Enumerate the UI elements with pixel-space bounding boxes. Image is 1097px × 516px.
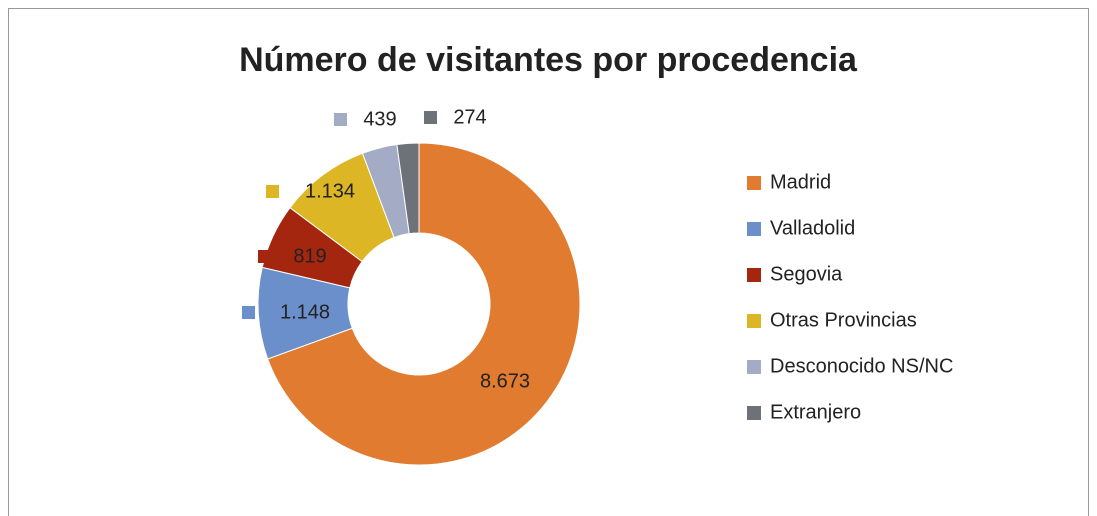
label-key <box>424 111 437 124</box>
donut-segment <box>267 142 581 466</box>
legend-label: Extranjero <box>770 401 861 423</box>
label-key <box>258 250 271 263</box>
label-key <box>334 113 347 126</box>
legend-label: Segovia <box>770 263 843 285</box>
legend-key <box>747 360 761 374</box>
data-label: 819 <box>293 245 326 267</box>
data-label: 1.148 <box>280 301 330 323</box>
legend-key <box>747 314 761 328</box>
data-label: 439 <box>363 108 396 130</box>
data-label: 8.673 <box>480 370 530 392</box>
data-label: 1.134 <box>305 180 355 202</box>
legend-label: Otras Provincias <box>770 309 917 331</box>
label-key <box>266 185 279 198</box>
legend-key <box>747 176 761 190</box>
legend-key <box>747 268 761 282</box>
legend-label: Desconocido NS/NC <box>770 355 953 377</box>
legend-key <box>747 406 761 420</box>
legend-label: Valladolid <box>770 217 855 239</box>
legend-label: Madrid <box>770 171 831 193</box>
donut-segment <box>396 142 420 235</box>
data-label: 274 <box>453 106 486 128</box>
label-key <box>242 306 255 319</box>
legend-key <box>747 222 761 236</box>
chart-title: Número de visitantes por procedencia <box>239 41 858 79</box>
